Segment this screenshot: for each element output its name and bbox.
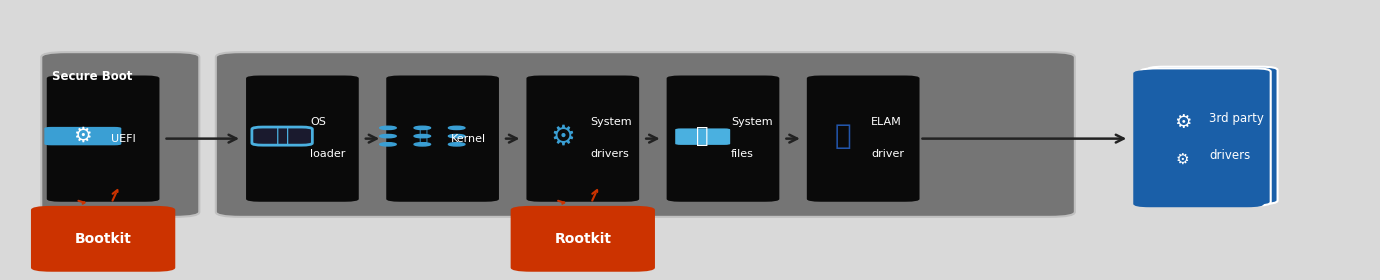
Text: loader: loader [310,149,345,159]
FancyBboxPatch shape [253,127,312,145]
Text: ELAM: ELAM [871,117,901,127]
Text: driver: driver [871,149,904,159]
Circle shape [380,134,396,138]
Text: files: files [731,149,753,159]
FancyBboxPatch shape [386,76,500,202]
FancyBboxPatch shape [1140,68,1271,206]
Circle shape [380,126,396,130]
Text: ⚙: ⚙ [1174,113,1191,132]
FancyBboxPatch shape [30,206,175,272]
Circle shape [414,126,431,130]
Text: ⚙: ⚙ [73,126,92,146]
Text: ⚙: ⚙ [1176,152,1190,167]
Text: drivers: drivers [591,149,629,159]
Text: 🛡: 🛡 [835,122,851,150]
Circle shape [414,143,431,146]
Text: 3rd party: 3rd party [1209,111,1264,125]
Text: System: System [591,117,632,127]
FancyBboxPatch shape [667,76,780,202]
Text: Kernel: Kernel [450,134,486,144]
FancyBboxPatch shape [47,76,160,202]
Circle shape [448,134,465,138]
Text: ⚙: ⚙ [551,122,575,150]
Text: ⯀: ⯀ [418,129,426,144]
Text: OS: OS [310,117,326,127]
Text: 📄: 📄 [697,126,709,146]
FancyBboxPatch shape [511,206,656,272]
Circle shape [448,143,465,146]
Circle shape [414,134,431,138]
Text: Rootkit: Rootkit [555,232,611,246]
FancyBboxPatch shape [526,76,639,202]
FancyBboxPatch shape [1133,70,1264,207]
Text: drivers: drivers [1209,149,1250,162]
FancyBboxPatch shape [44,127,121,145]
Text: System: System [731,117,773,127]
FancyBboxPatch shape [1147,67,1278,204]
Text: UEFI: UEFI [110,134,135,144]
Text: 🔍: 🔍 [276,126,288,146]
FancyBboxPatch shape [807,76,919,202]
FancyBboxPatch shape [246,76,359,202]
Text: Secure Boot: Secure Boot [52,70,132,83]
Circle shape [448,126,465,130]
FancyBboxPatch shape [675,129,730,145]
Text: Bootkit: Bootkit [75,232,131,246]
Circle shape [380,143,396,146]
FancyBboxPatch shape [215,52,1075,217]
FancyBboxPatch shape [41,52,199,217]
